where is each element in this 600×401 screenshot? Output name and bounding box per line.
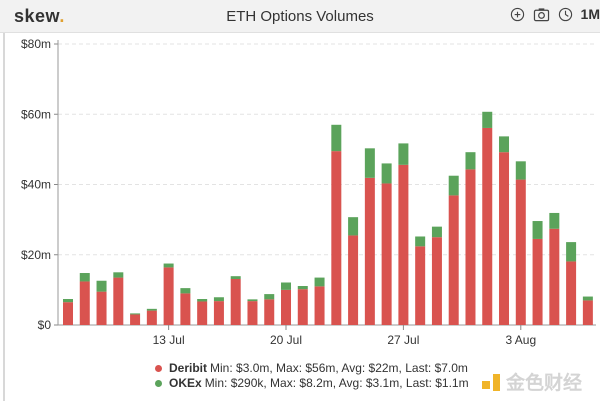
legend-summary: Min: $290k, Max: $8.2m, Avg: $3.1m, Last…	[204, 376, 469, 390]
bar-okex	[415, 236, 426, 247]
bar-deribit	[398, 164, 409, 325]
bar-deribit	[566, 261, 577, 325]
bar-okex	[96, 280, 107, 292]
bar-deribit	[247, 301, 258, 325]
bar-deribit	[281, 289, 292, 325]
bar-deribit	[130, 314, 141, 325]
bar-deribit	[549, 228, 560, 325]
bar-deribit	[331, 151, 342, 325]
watermark-logo: 金色财经	[482, 368, 582, 395]
bar-okex	[566, 242, 577, 262]
bar-okex	[163, 263, 174, 268]
logo-dot: .	[59, 6, 65, 26]
bar-deribit	[314, 286, 325, 325]
watermark-icon	[482, 372, 502, 392]
legend-label: OKEx	[169, 376, 202, 390]
bar-okex	[381, 163, 392, 184]
bar-okex	[532, 221, 543, 239]
bar-okex	[515, 161, 526, 180]
bar-okex	[113, 272, 124, 278]
bar-deribit	[113, 277, 124, 325]
bar-deribit	[146, 310, 157, 325]
bar-okex	[213, 297, 224, 302]
bar-okex	[482, 111, 493, 128]
bar-okex	[146, 308, 157, 311]
bar-okex	[348, 217, 359, 236]
bar-deribit	[415, 246, 426, 325]
bar-okex	[180, 288, 191, 294]
deribit-dot	[155, 365, 162, 372]
bar-deribit	[63, 302, 73, 325]
plus-circle-icon[interactable]	[510, 7, 525, 22]
bar-deribit	[381, 183, 392, 325]
bar-okex	[431, 226, 442, 238]
legend-label: Deribit	[169, 361, 208, 375]
bar-deribit	[230, 278, 241, 325]
time-range-button[interactable]: 1M	[580, 6, 600, 22]
bar-deribit	[96, 291, 107, 325]
bar-deribit	[297, 289, 308, 325]
legend-item-deribit[interactable]: Deribit Min: $3.0m, Max: $56m, Avg: $22m,…	[155, 361, 469, 376]
bar-deribit	[465, 169, 476, 325]
bar-okex	[465, 152, 476, 170]
bar-okex	[314, 277, 325, 287]
bar-okex	[364, 148, 375, 178]
bar-okex	[197, 299, 208, 302]
y-tick-label: $80m	[21, 37, 51, 51]
bar-deribit	[582, 300, 593, 325]
bar-okex	[130, 313, 141, 315]
bar-deribit	[348, 235, 359, 325]
x-tick-label: 13 Jul	[153, 333, 185, 347]
bar-okex	[230, 276, 241, 279]
bar-okex	[247, 299, 258, 302]
camera-icon[interactable]	[533, 7, 550, 22]
bar-okex	[297, 286, 308, 290]
bar-deribit	[532, 238, 543, 325]
legend: Deribit Min: $3.0m, Max: $56m, Avg: $22m,…	[155, 361, 469, 391]
x-tick-label: 20 Jul	[270, 333, 302, 347]
bar-deribit	[79, 281, 90, 325]
bar-deribit	[515, 179, 526, 325]
bar-okex	[264, 294, 275, 300]
bar-deribit	[431, 237, 442, 325]
x-tick-label: 3 Aug	[505, 333, 536, 347]
bar-okex	[499, 136, 510, 153]
y-tick-label: $0	[38, 318, 52, 332]
bar-deribit	[197, 301, 208, 325]
bar-deribit	[180, 293, 191, 325]
y-tick-label: $40m	[21, 178, 51, 192]
bar-deribit	[448, 195, 459, 325]
okex-dot	[155, 380, 162, 387]
y-tick-label: $60m	[21, 107, 51, 121]
bar-deribit	[499, 152, 510, 325]
bar-deribit	[213, 301, 224, 325]
watermark-text: 金色财经	[506, 373, 583, 394]
bar-okex	[582, 296, 593, 301]
bar-okex	[331, 124, 342, 152]
bar-okex	[398, 143, 409, 165]
bar-okex	[448, 175, 459, 196]
clock-icon[interactable]	[558, 7, 573, 22]
bar-okex	[549, 212, 560, 229]
legend-summary: Min: $3.0m, Max: $56m, Avg: $22m, Last: …	[210, 361, 468, 375]
logo-text: skew	[14, 6, 60, 26]
legend-item-okex[interactable]: OKEx Min: $290k, Max: $8.2m, Avg: $3.1m, …	[155, 376, 469, 391]
x-tick-label: 27 Jul	[387, 333, 419, 347]
bar-deribit	[364, 177, 375, 325]
bar-okex	[79, 273, 90, 282]
bar-okex	[63, 299, 73, 303]
bar-deribit	[482, 127, 493, 325]
chart-panel	[3, 0, 600, 401]
bar-okex	[281, 282, 292, 290]
bar-deribit	[264, 299, 275, 325]
y-tick-label: $20m	[21, 248, 51, 262]
bar-deribit	[163, 267, 174, 325]
skew-logo[interactable]: skew.	[14, 6, 65, 27]
